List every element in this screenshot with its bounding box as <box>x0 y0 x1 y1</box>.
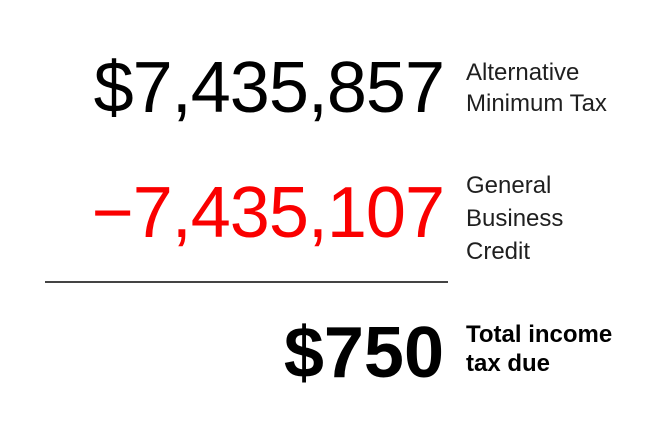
amt-label-line2: Minimum Tax <box>466 90 607 117</box>
gbc-label-line2: Business <box>466 205 564 232</box>
amt-label: Alternative Minimum Tax <box>466 57 636 119</box>
gbc-label-line3: Credit <box>466 238 531 265</box>
total-label-line2: tax due <box>466 350 551 377</box>
amt-label-line1: Alternative <box>466 59 580 86</box>
general-business-credit-label: General Business Credit <box>466 169 636 268</box>
total-tax-value: $750 <box>283 313 444 393</box>
total-tax-label: Total income tax due <box>466 320 636 378</box>
subtraction-rule <box>45 281 448 283</box>
amt-value: $7,435,857 <box>93 48 445 128</box>
general-business-credit-value: −7,435,107 <box>91 173 445 253</box>
total-label-line1: Total income <box>466 321 613 348</box>
gbc-label-line1: General <box>466 172 552 199</box>
